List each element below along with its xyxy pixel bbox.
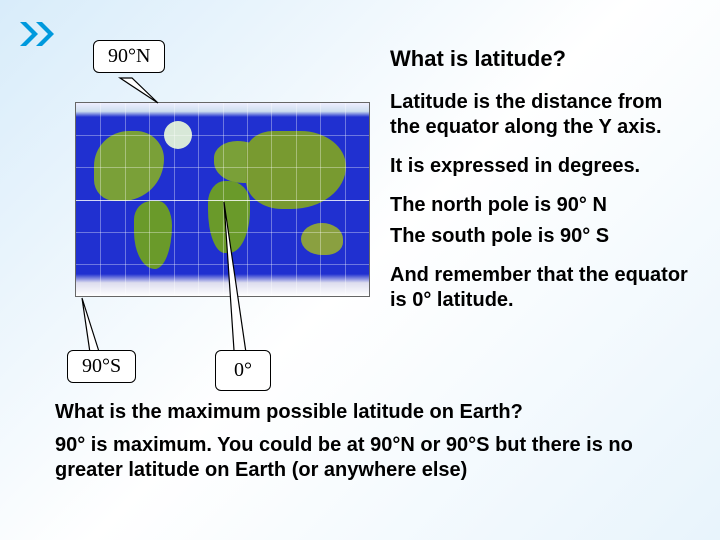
paragraph-degrees: It is expressed in degrees. bbox=[390, 154, 690, 179]
callout-north-label: 90°N bbox=[108, 45, 150, 67]
callout-north-pole: 90°N bbox=[93, 40, 165, 73]
map-column: 90°N 90°S bbox=[75, 40, 370, 327]
callout-south-label: 90°S bbox=[82, 355, 121, 377]
paragraph-definition: Latitude is the distance from the equato… bbox=[390, 90, 690, 140]
question: What is the maximum possible latitude on… bbox=[55, 400, 680, 425]
world-map bbox=[75, 102, 370, 297]
callout-equator-label: 0° bbox=[234, 359, 252, 381]
answer: 90° is maximum. You could be at 90°N or … bbox=[55, 433, 680, 483]
text-column: What is latitude? Latitude is the distan… bbox=[390, 40, 690, 327]
bottom-text: What is the maximum possible latitude on… bbox=[55, 400, 680, 491]
slide-logo bbox=[18, 18, 62, 55]
slide-heading: What is latitude? bbox=[390, 46, 690, 72]
paragraph-south: The south pole is 90° S bbox=[390, 224, 690, 249]
paragraph-equator: And remember that the equator is 0° lati… bbox=[390, 263, 690, 313]
slide-content: 90°N 90°S bbox=[75, 40, 690, 327]
callout-equator: 0° bbox=[215, 350, 271, 391]
paragraph-north: The north pole is 90° N bbox=[390, 193, 690, 218]
double-chevron-icon bbox=[18, 18, 62, 50]
callout-south-pole: 90°S bbox=[67, 350, 136, 383]
